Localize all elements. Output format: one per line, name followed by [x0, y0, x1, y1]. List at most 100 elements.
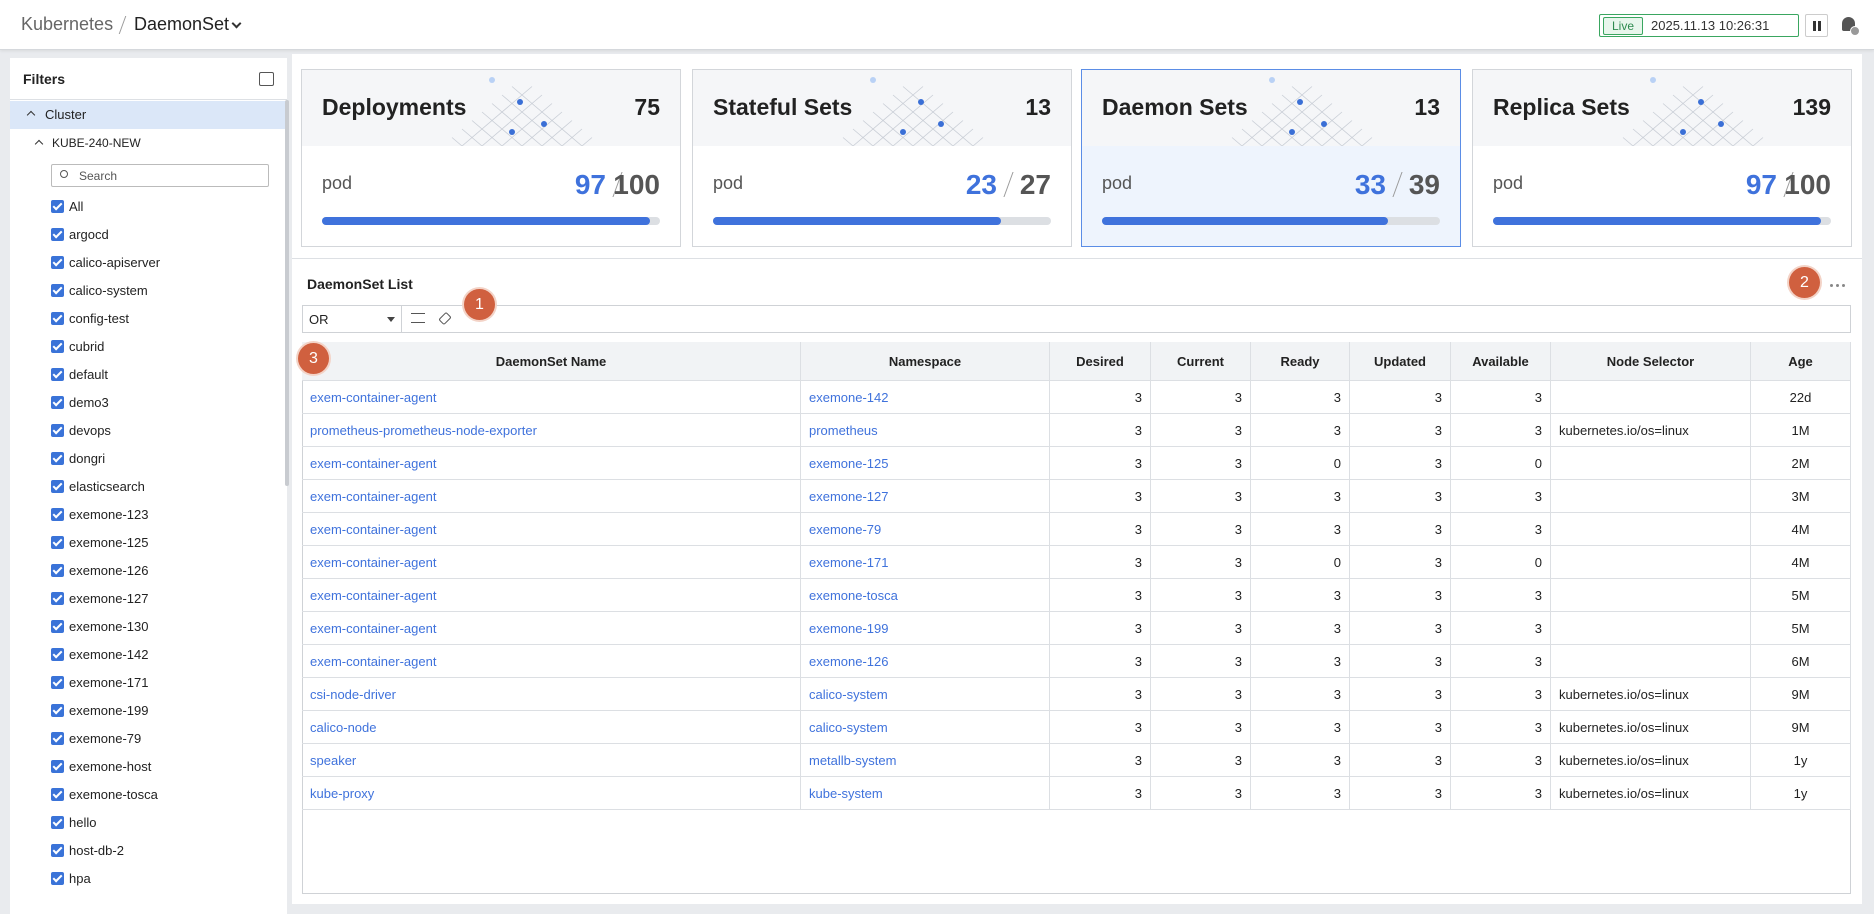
breadcrumb-root[interactable]: Kubernetes [21, 14, 114, 34]
filter-checkbox[interactable] [51, 676, 64, 689]
filter-item[interactable]: exemone-130 [69, 619, 149, 634]
filter-checkbox[interactable] [51, 872, 64, 885]
operator-select[interactable] [302, 305, 402, 333]
filter-checkbox[interactable] [51, 536, 64, 549]
table-link[interactable]: exem-container-agent [302, 381, 801, 414]
more-button[interactable] [1830, 284, 1846, 288]
filter-item[interactable]: dongri [69, 451, 106, 466]
table-link[interactable]: exemone-tosca [801, 579, 1050, 612]
filter-checkbox[interactable] [51, 452, 64, 465]
table-link[interactable]: exem-container-agent [302, 546, 801, 579]
filter-item[interactable]: exemone-171 [69, 675, 149, 690]
column-header[interactable]: Current [1151, 342, 1251, 381]
filter-checkbox[interactable] [51, 340, 64, 353]
column-header[interactable]: Node Selector [1551, 342, 1751, 381]
filter-checkbox[interactable] [51, 732, 64, 745]
column-header[interactable]: Desired [1050, 342, 1151, 381]
table-link[interactable]: speaker [302, 744, 801, 777]
filter-checkbox[interactable] [51, 592, 64, 605]
filter-item[interactable]: demo3 [69, 395, 109, 410]
group-row[interactable] [10, 101, 287, 129]
column-header[interactable]: Namespace [801, 342, 1050, 381]
table-link[interactable]: kube-proxy [302, 777, 801, 810]
filter-item[interactable]: default [69, 367, 109, 382]
filter-checkbox[interactable] [51, 284, 64, 297]
filter-item[interactable]: exemone-tosca [69, 787, 158, 802]
filter-item[interactable]: exemone-142 [69, 647, 149, 662]
table-link[interactable]: exem-container-agent [302, 579, 801, 612]
filter-item[interactable]: calico-apiserver [69, 255, 161, 270]
filter-checkbox[interactable] [51, 816, 64, 829]
filter-item[interactable]: devops [69, 423, 111, 438]
table-link[interactable]: prometheus-prometheus-node-exporter [302, 414, 801, 447]
breadcrumb-current[interactable]: DaemonSet [134, 14, 230, 34]
table-link[interactable]: metallb-system [801, 744, 1050, 777]
search-input[interactable] [51, 164, 269, 187]
filter-item[interactable]: exemone-125 [69, 535, 149, 550]
filter-item[interactable]: argocd [69, 227, 109, 242]
table-link[interactable]: exemone-142 [801, 381, 1050, 414]
filter-item[interactable]: elasticsearch [69, 479, 145, 494]
filter-checkbox[interactable] [51, 396, 64, 409]
column-header[interactable]: Ready [1251, 342, 1350, 381]
table-link[interactable]: exem-container-agent [302, 480, 801, 513]
filter-item[interactable]: hello [69, 815, 97, 830]
column-header[interactable]: Available [1451, 342, 1551, 381]
filter-checkbox[interactable] [51, 368, 64, 381]
summary-card[interactable]: Deployments 75 pod 97 100 [301, 69, 681, 247]
filter-item[interactable]: hpa [69, 871, 91, 886]
column-header[interactable]: Updated [1350, 342, 1451, 381]
cluster-label[interactable]: KUBE-240-NEW [52, 136, 141, 150]
table-link[interactable]: csi-node-driver [302, 678, 801, 711]
pause-button[interactable] [1805, 14, 1828, 37]
table-link[interactable]: exemone-126 [801, 645, 1050, 678]
summary-card[interactable]: Stateful Sets 13 pod 23 27 [692, 69, 1072, 247]
notification-bell[interactable] [1840, 15, 1860, 37]
filter-checkbox[interactable] [51, 200, 64, 213]
filter-checkbox[interactable] [51, 228, 64, 241]
table-link[interactable]: exem-container-agent [302, 612, 801, 645]
collapse-button[interactable] [259, 72, 274, 86]
filter-checkbox[interactable] [51, 424, 64, 437]
filter-checkbox[interactable] [51, 312, 64, 325]
filter-item[interactable]: All [69, 199, 84, 214]
filter-item[interactable]: host-db-2 [69, 843, 124, 858]
table-link[interactable]: prometheus [801, 414, 1050, 447]
filter-item[interactable]: exemone-126 [69, 563, 149, 578]
column-header[interactable]: Age [1751, 342, 1851, 381]
filter-item[interactable]: config-test [69, 311, 129, 326]
table-link[interactable]: exemone-79 [801, 513, 1050, 546]
table-link[interactable]: exem-container-agent [302, 447, 801, 480]
table-link[interactable]: exem-container-agent [302, 645, 801, 678]
filter-icon[interactable] [411, 313, 425, 323]
filter-item[interactable]: exemone-199 [69, 703, 149, 718]
filter-checkbox[interactable] [51, 648, 64, 661]
table-link[interactable]: exemone-199 [801, 612, 1050, 645]
summary-card[interactable]: Replica Sets 139 pod 97 100 [1472, 69, 1852, 247]
filter-item[interactable]: cubrid [69, 339, 105, 354]
filter-checkbox[interactable] [51, 704, 64, 717]
filter-checkbox[interactable] [51, 564, 64, 577]
table-link[interactable]: exemone-171 [801, 546, 1050, 579]
filter-item[interactable]: exemone-123 [69, 507, 149, 522]
filter-checkbox[interactable] [51, 760, 64, 773]
filter-checkbox[interactable] [51, 508, 64, 521]
table-link[interactable]: calico-node [302, 711, 801, 744]
filter-checkbox[interactable] [51, 480, 64, 493]
column-header[interactable]: DaemonSet Name [302, 342, 801, 381]
table-link[interactable]: exemone-127 [801, 480, 1050, 513]
filter-checkbox[interactable] [51, 620, 64, 633]
filter-item[interactable]: calico-system [69, 283, 148, 298]
filter-item[interactable]: exemone-79 [69, 731, 142, 746]
filter-checkbox[interactable] [51, 844, 64, 857]
table-link[interactable]: kube-system [801, 777, 1050, 810]
filter-item[interactable]: exemone-127 [69, 591, 149, 606]
filter-checkbox[interactable] [51, 256, 64, 269]
filter-item[interactable]: exemone-host [69, 759, 152, 774]
table-link[interactable]: exemone-125 [801, 447, 1050, 480]
filter-checkbox[interactable] [51, 788, 64, 801]
table-link[interactable]: exem-container-agent [302, 513, 801, 546]
summary-card[interactable]: Daemon Sets 13 pod 33 39 [1081, 69, 1461, 247]
table-link[interactable]: calico-system [801, 711, 1050, 744]
table-link[interactable]: calico-system [801, 678, 1050, 711]
